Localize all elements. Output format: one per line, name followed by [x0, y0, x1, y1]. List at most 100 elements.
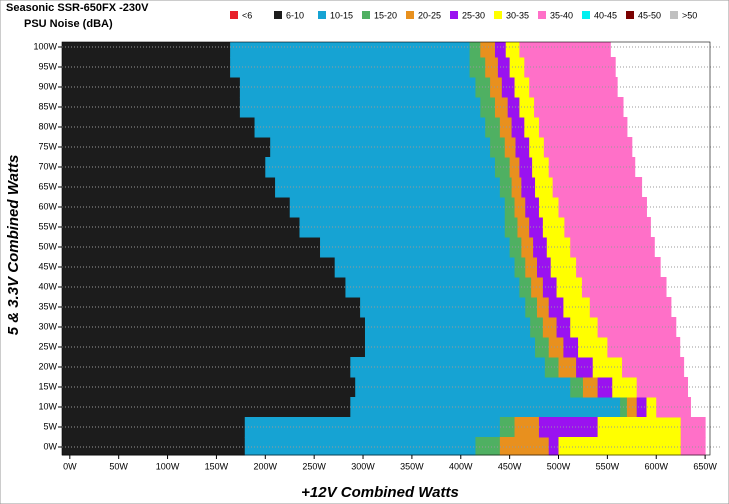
legend-label: <6	[242, 10, 252, 20]
noise-band-cell	[499, 417, 516, 438]
noise-band-cell	[275, 177, 501, 198]
noise-band-cell	[519, 277, 532, 298]
legend-swatch	[582, 11, 590, 19]
y-tick-label: 40W	[38, 281, 57, 291]
noise-band-cell	[239, 77, 476, 98]
x-tick-label: 450W	[498, 461, 522, 471]
noise-band-cell	[509, 157, 520, 178]
noise-band-cell	[519, 97, 535, 118]
noise-band-cell	[364, 317, 531, 338]
x-tick-label: 400W	[449, 461, 473, 471]
noise-band-cell	[563, 297, 591, 318]
noise-band-cell	[475, 77, 491, 98]
legend-swatch	[274, 11, 282, 19]
y-tick-label: 15W	[38, 381, 57, 391]
noise-band-cell	[597, 317, 677, 338]
noise-band-cell	[499, 437, 550, 456]
noise-band-cell	[511, 177, 522, 198]
noise-band-cell	[254, 117, 486, 138]
noise-band-cell	[62, 137, 271, 158]
noise-band-cell	[548, 297, 564, 318]
noise-band-cell	[538, 417, 599, 438]
noise-band-cell	[514, 197, 526, 218]
noise-band-cell	[62, 217, 301, 238]
noise-band-cell	[537, 297, 550, 318]
legend-label: 40-45	[594, 10, 617, 20]
noise-band-cell	[497, 57, 511, 78]
noise-band-cell	[62, 77, 241, 98]
noise-band-cell	[504, 217, 518, 238]
noise-band-cell	[355, 377, 571, 398]
noise-band-cell	[548, 437, 560, 456]
y-tick-label: 20W	[38, 361, 57, 371]
y-tick-label: 100W	[33, 41, 57, 51]
legend-swatch	[494, 11, 502, 19]
noise-band-cell	[542, 217, 565, 238]
noise-band-cell	[62, 257, 336, 278]
noise-band-cell	[509, 57, 525, 78]
noise-band-cell	[542, 277, 558, 298]
noise-band-cell	[480, 97, 496, 118]
noise-band-cell	[535, 177, 554, 198]
y-axis-title: 5 & 3.3V Combined Watts	[5, 155, 22, 336]
noise-band-cell	[525, 257, 538, 278]
y-tick-label: 70W	[38, 161, 57, 171]
legend-label: 6-10	[286, 10, 304, 20]
noise-band-cell	[524, 117, 540, 138]
x-tick-label: 150W	[205, 461, 229, 471]
noise-band-cell	[578, 337, 608, 358]
noise-band-cell	[505, 42, 520, 58]
legend-swatch	[538, 11, 546, 19]
legend-swatch	[670, 11, 678, 19]
y-tick-label: 30W	[38, 321, 57, 331]
noise-band-cell	[538, 117, 628, 138]
noise-band-cell	[62, 437, 246, 456]
noise-band-cell	[607, 337, 681, 358]
noise-band-cell	[480, 42, 496, 58]
noise-band-cell	[469, 57, 486, 78]
legend-swatch	[362, 11, 370, 19]
x-tick-label: 500W	[547, 461, 571, 471]
y-tick-label: 65W	[38, 181, 57, 191]
noise-band-cell	[514, 417, 540, 438]
noise-band-cell	[548, 337, 564, 358]
noise-band-cell	[525, 197, 540, 218]
noise-band-cell	[475, 437, 501, 456]
noise-band-cell	[485, 117, 501, 138]
noise-band-cell	[62, 157, 266, 178]
noise-band-cell	[490, 77, 503, 98]
noise-band-cell	[552, 177, 643, 198]
noise-band-cell	[244, 437, 476, 456]
x-tick-label: 550W	[596, 461, 620, 471]
y-tick-label: 0W	[44, 441, 58, 451]
noise-band-cell	[469, 42, 481, 58]
legend-label: 25-30	[462, 10, 485, 20]
x-tick-label: 50W	[109, 461, 128, 471]
legend-label: 10-15	[330, 10, 353, 20]
legend-label: 35-40	[550, 10, 573, 20]
y-tick-label: 50W	[38, 241, 57, 251]
legend-label: 30-35	[506, 10, 529, 20]
x-tick-label: 350W	[400, 461, 424, 471]
x-tick-label: 650W	[693, 461, 717, 471]
legend-swatch	[626, 11, 634, 19]
plot-frame	[61, 41, 711, 456]
noise-band-cell	[597, 417, 682, 438]
noise-band-cell	[517, 217, 530, 238]
noise-band-cell	[589, 297, 672, 318]
noise-band-cell	[62, 97, 241, 118]
y-tick-label: 25W	[38, 341, 57, 351]
noise-band-cell	[230, 42, 471, 58]
noise-band-cell	[62, 42, 231, 58]
noise-band-cell	[244, 417, 501, 438]
x-axis-title: +12V Combined Watts	[301, 484, 459, 501]
noise-band-cell	[62, 177, 276, 198]
legend-swatch	[318, 11, 326, 19]
noise-band-cell	[563, 337, 579, 358]
noise-band-cell	[360, 297, 526, 318]
noise-band-cell	[570, 237, 655, 258]
y-tick-label: 5W	[44, 421, 58, 431]
noise-band-cell	[345, 277, 520, 298]
noise-band-cell	[62, 317, 366, 338]
